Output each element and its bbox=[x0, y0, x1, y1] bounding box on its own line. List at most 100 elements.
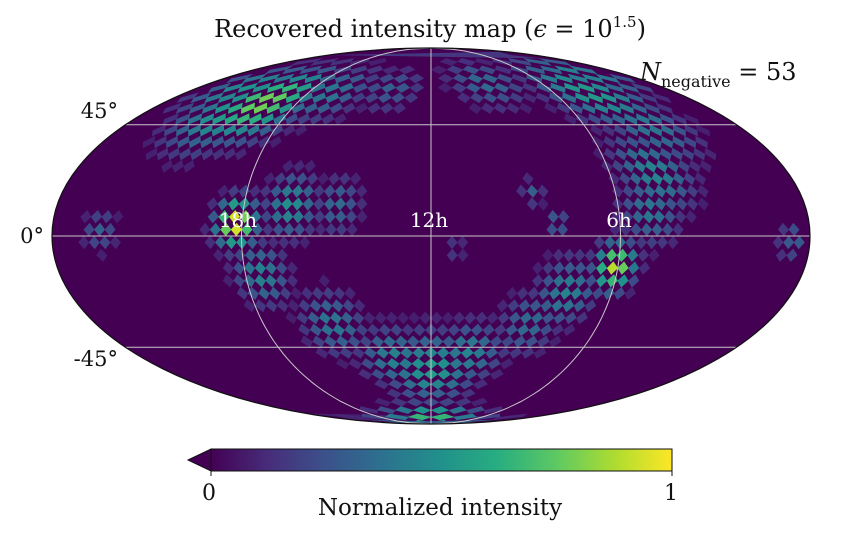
intensity-pixel bbox=[466, 406, 485, 414]
intensity-pixel bbox=[522, 58, 552, 66]
intensity-pixel bbox=[637, 248, 649, 262]
intensity-pixel bbox=[636, 113, 650, 125]
dec-tick-minus45: -45° bbox=[74, 347, 118, 371]
intensity-pixel bbox=[254, 299, 267, 313]
intensity-pixel bbox=[547, 210, 559, 224]
intensity-pixel bbox=[650, 92, 672, 104]
intensity-pixel bbox=[419, 311, 432, 325]
intensity-pixel bbox=[532, 261, 544, 275]
intensity-pixel bbox=[282, 210, 294, 224]
intensity-pixel bbox=[462, 65, 480, 75]
intensity-pixel bbox=[643, 102, 661, 114]
intensity-pixel bbox=[154, 135, 167, 149]
intensity-pixel bbox=[350, 65, 368, 75]
intensity-pixel bbox=[344, 323, 357, 337]
intensity-pixel bbox=[562, 299, 575, 313]
intensity-pixel bbox=[317, 65, 337, 75]
intensity-pixel bbox=[522, 92, 537, 104]
intensity-pixel bbox=[615, 147, 627, 161]
intensity-pixel bbox=[296, 172, 308, 186]
intensity-pixel bbox=[324, 335, 337, 348]
intensity-pixel bbox=[252, 82, 272, 93]
intensity-pixel bbox=[633, 184, 645, 198]
intensity-pixel bbox=[613, 286, 626, 300]
intensity-pixel bbox=[228, 102, 243, 114]
intensity-pixel bbox=[436, 323, 449, 337]
intensity-pixel bbox=[463, 368, 478, 380]
intensity-pixel bbox=[592, 286, 604, 300]
intensity-pixel bbox=[536, 92, 550, 104]
intensity-pixel bbox=[371, 368, 386, 380]
intensity-pixel bbox=[489, 335, 503, 348]
intensity-pixel bbox=[662, 172, 674, 186]
intensity-pixel bbox=[448, 406, 468, 414]
intensity-pixel bbox=[302, 184, 314, 198]
colorbar-max-label: 1 bbox=[664, 481, 678, 506]
n-value: = 53 bbox=[731, 58, 797, 86]
intensity-pixel bbox=[574, 261, 586, 275]
intensity-pixel bbox=[542, 261, 554, 275]
intensity-pixel bbox=[693, 147, 706, 161]
intensity-pixel bbox=[367, 82, 382, 93]
intensity-pixel bbox=[438, 73, 454, 84]
intensity-pixel bbox=[304, 102, 318, 114]
intensity-pixel bbox=[309, 113, 323, 125]
intensity-pixel bbox=[457, 235, 469, 250]
intensity-pixel bbox=[407, 335, 420, 348]
intensity-pixel bbox=[519, 102, 533, 114]
intensity-pixel bbox=[264, 65, 294, 75]
intensity-pixel bbox=[324, 82, 340, 93]
intensity-pixel bbox=[260, 210, 272, 224]
intensity-pixel bbox=[313, 184, 325, 198]
intensity-pixel bbox=[409, 82, 425, 93]
intensity-pixel bbox=[399, 358, 413, 370]
intensity-pixel bbox=[554, 65, 581, 75]
intensity-pixel bbox=[672, 124, 686, 137]
intensity-pixel bbox=[285, 113, 298, 125]
intensity-pixel bbox=[637, 124, 651, 137]
intensity-pixel bbox=[659, 113, 675, 125]
intensity-pixel bbox=[317, 102, 331, 114]
intensity-pixel bbox=[80, 210, 92, 224]
intensity-pixel bbox=[575, 92, 590, 104]
intensity-pixel bbox=[300, 335, 313, 348]
dec-tick-0: 0° bbox=[20, 224, 44, 248]
intensity-pixel bbox=[562, 92, 577, 104]
intensity-pixel bbox=[255, 248, 267, 262]
intensity-pixel bbox=[364, 92, 379, 104]
intensity-pixel bbox=[330, 58, 355, 66]
intensity-pixel bbox=[609, 222, 621, 237]
intensity-pixel bbox=[697, 197, 709, 211]
intensity-pixel bbox=[630, 222, 642, 237]
intensity-pixel bbox=[644, 184, 656, 198]
intensity-pixel bbox=[344, 286, 356, 300]
intensity-pixel bbox=[406, 397, 424, 407]
intensity-pixel bbox=[659, 147, 672, 161]
intensity-pixel bbox=[175, 102, 195, 114]
intensity-pixel bbox=[777, 222, 789, 237]
intensity-pixel bbox=[241, 222, 253, 237]
intensity-pixel bbox=[200, 113, 215, 125]
intensity-pixel bbox=[328, 172, 340, 186]
intensity-pixel bbox=[509, 311, 521, 325]
intensity-pixel bbox=[312, 92, 326, 104]
chart-title: Recovered intensity map (ϵ = 101.5) bbox=[214, 13, 646, 43]
intensity-pixel bbox=[272, 222, 284, 237]
intensity-pixel bbox=[531, 311, 544, 325]
colorbar-min-label: 0 bbox=[202, 481, 216, 506]
intensity-pixel bbox=[260, 184, 272, 198]
intensity-pixel bbox=[290, 286, 302, 300]
intensity-pixel bbox=[361, 413, 389, 421]
intensity-pixel bbox=[458, 379, 474, 390]
intensity-pixel bbox=[309, 299, 322, 313]
intensity-pixel bbox=[220, 222, 232, 237]
intensity-pixel bbox=[235, 147, 247, 161]
intensity-pixel bbox=[339, 347, 353, 359]
intensity-pixel bbox=[686, 197, 698, 211]
intensity-pixel bbox=[507, 58, 532, 66]
intensity-pixel bbox=[517, 323, 530, 337]
intensity-pixel bbox=[461, 347, 474, 359]
intensity-pixel bbox=[230, 222, 242, 237]
graticule bbox=[52, 48, 810, 424]
intensity-pixel bbox=[608, 172, 620, 186]
